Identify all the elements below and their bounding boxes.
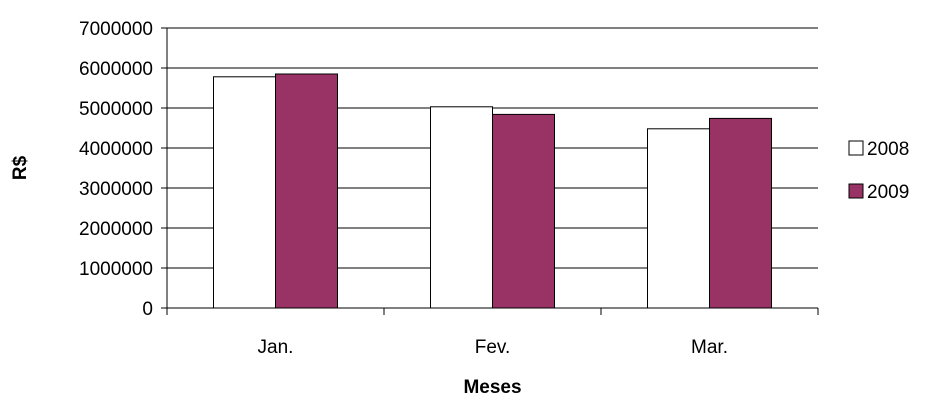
y-tick-label: 0 (142, 299, 153, 320)
bar (492, 113, 555, 309)
legend-label: 2009 (867, 182, 909, 203)
x-category-label: Jan. (258, 337, 294, 358)
x-category-label: Mar. (691, 337, 728, 358)
bar (275, 73, 338, 309)
bar (709, 117, 772, 309)
y-tick-label: 1000000 (79, 259, 153, 280)
x-category-label: Fev. (475, 337, 511, 358)
y-tick-label: 4000000 (79, 139, 153, 160)
y-tick-label: 6000000 (79, 59, 153, 80)
legend-swatch (848, 183, 864, 199)
x-category-labels: Jan. Fev. Mar. (258, 337, 728, 358)
y-tick-label: 5000000 (79, 99, 153, 120)
legend: 2008 2009 (848, 139, 909, 203)
bar (647, 128, 710, 309)
y-tick-labels: 0 1000000 2000000 3000000 4000000 5000000 6000… (79, 19, 153, 320)
x-axis-title: Meses (463, 377, 521, 398)
y-tick-label: 7000000 (79, 19, 153, 40)
y-tick-label: 2000000 (79, 219, 153, 240)
y-axis-title: R$ (10, 155, 31, 180)
bar (430, 106, 493, 309)
bar (213, 76, 276, 309)
y-tick-label: 3000000 (79, 179, 153, 200)
legend-label: 2008 (867, 139, 909, 160)
axes (161, 27, 819, 315)
legend-swatch (848, 140, 864, 156)
bars (213, 73, 772, 309)
